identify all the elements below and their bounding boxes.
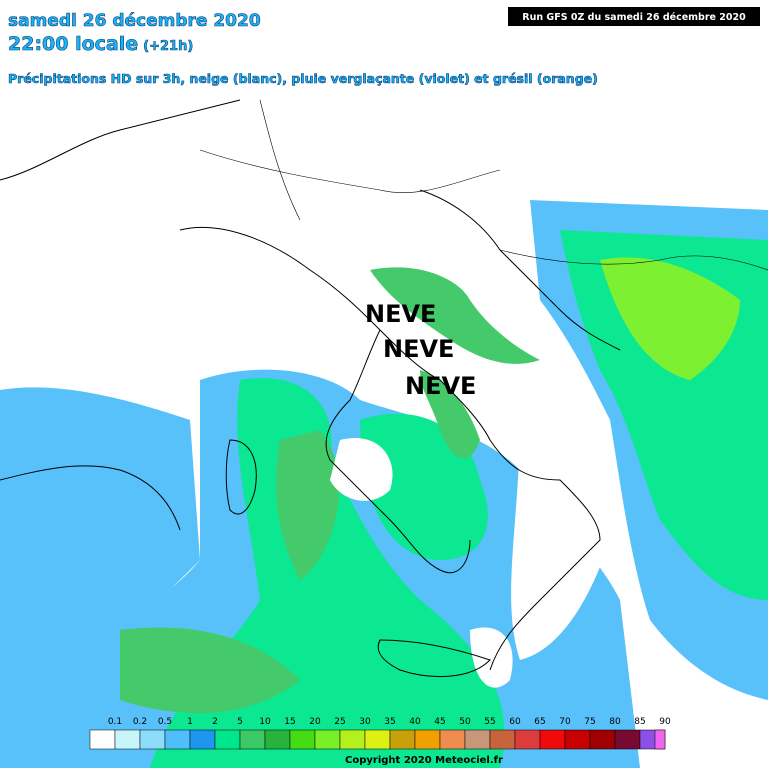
- time: 22:00 locale: [8, 33, 138, 55]
- legend-swatch: [314, 729, 341, 750]
- legend-label: 15: [284, 717, 295, 727]
- legend-label: 45: [434, 717, 445, 727]
- legend-label: 10: [259, 717, 271, 727]
- legend-label: 25: [334, 717, 345, 727]
- legend-swatch: [614, 729, 641, 750]
- legend-swatch: [464, 729, 491, 750]
- date-title: samedi 26 décembre 2020: [8, 11, 261, 31]
- borders: [199, 99, 768, 271]
- legend-swatch: [164, 729, 191, 750]
- copyright: Copyright 2020 Meteociel.fr: [345, 755, 503, 766]
- legend-swatch: [414, 729, 441, 750]
- legend-label: 20: [309, 717, 321, 727]
- legend-label: 2: [212, 717, 218, 727]
- legend-label: 0.1: [108, 717, 122, 727]
- legend-swatch: [364, 729, 391, 750]
- legend-label: 90: [659, 717, 671, 727]
- legend-swatch: [139, 729, 166, 750]
- legend-label: 0.2: [133, 717, 147, 727]
- offset: (+21h): [143, 39, 193, 54]
- legend-swatch: [389, 729, 416, 750]
- legend-swatch: [114, 729, 141, 750]
- legend-label: 65: [534, 717, 545, 727]
- legend-swatch: [589, 729, 616, 750]
- legend-swatch: [189, 729, 216, 750]
- legend-label: 80: [609, 717, 621, 727]
- legend-swatch: [514, 729, 541, 750]
- legend-label: 0.5: [158, 717, 172, 727]
- legend-label: 85: [634, 717, 645, 727]
- legend-swatch: [339, 729, 366, 750]
- legend-swatch: [539, 729, 566, 750]
- legend-swatch: [264, 729, 291, 750]
- annotation: NEVE: [405, 372, 476, 400]
- legend-label: 40: [409, 717, 421, 727]
- legend-label: 75: [584, 717, 595, 727]
- run-label: Run GFS 0Z du samedi 26 décembre 2020: [522, 12, 746, 23]
- legend-swatch: [439, 729, 466, 750]
- legend-label: 70: [559, 717, 571, 727]
- legend-swatch: [289, 729, 316, 750]
- legend-label: 50: [459, 717, 471, 727]
- legend-swatch: [239, 729, 266, 750]
- legend-label: 1: [187, 717, 193, 727]
- run-box: [508, 7, 760, 26]
- legend-label: 35: [384, 717, 395, 727]
- precipitation: [0, 200, 768, 768]
- coastlines: [0, 99, 621, 678]
- time-title: 22:00 locale (+21h): [8, 33, 193, 55]
- annotation: NEVE: [383, 335, 454, 363]
- legend-swatch: [654, 729, 666, 750]
- legend: 0.1 0.2 0.5 1 2 5 10 15 20 25 30 35 40 45 50 55 60 65 70 75…: [89, 717, 671, 750]
- legend-swatch: [89, 729, 116, 750]
- legend-swatch: [489, 729, 516, 750]
- annotation: NEVE: [365, 300, 436, 328]
- legend-label: 30: [359, 717, 371, 727]
- legend-label: 60: [509, 717, 521, 727]
- legend-label: 55: [484, 717, 495, 727]
- legend-swatch: [564, 729, 591, 750]
- legend-label: 5: [237, 717, 243, 727]
- description: Précipitations HD sur 3h, neige (blanc),…: [8, 71, 598, 86]
- legend-swatch: [214, 729, 241, 750]
